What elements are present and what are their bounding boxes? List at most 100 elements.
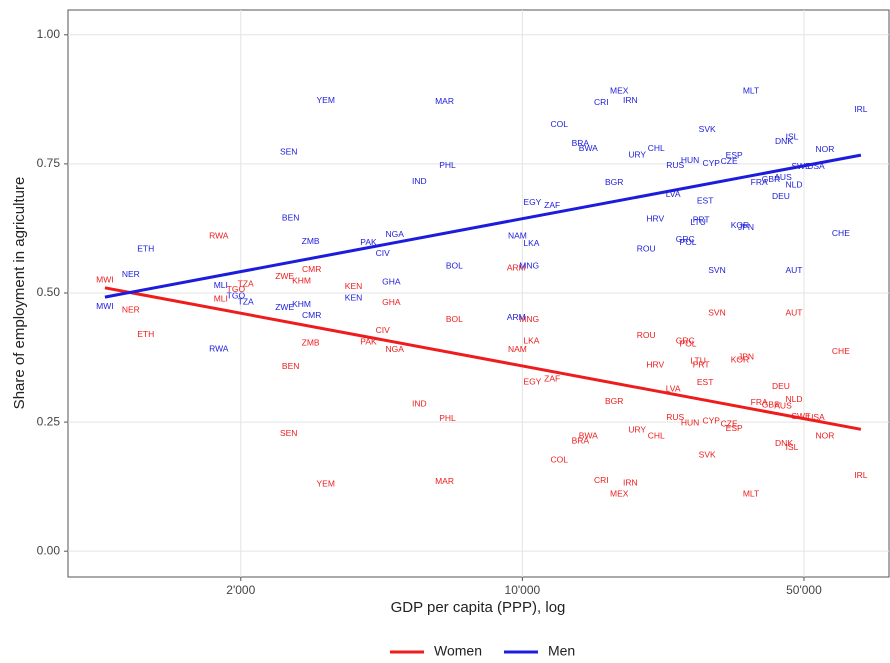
country-label: SWE: [791, 411, 811, 421]
country-label: LVA: [666, 383, 681, 393]
x-axis-label: GDP per capita (PPP), log: [391, 599, 566, 616]
country-label: KHM: [292, 299, 311, 309]
x-tick-label: 2'000: [226, 583, 255, 597]
country-label: KHM: [292, 275, 311, 285]
country-label: CYP: [702, 158, 720, 168]
country-label: NER: [122, 269, 140, 279]
country-label: LKA: [523, 238, 539, 248]
country-label: CIV: [376, 325, 391, 335]
country-label: JPN: [738, 222, 754, 232]
country-label: NOR: [815, 144, 834, 154]
country-label: CHE: [832, 228, 850, 238]
country-label: FRA: [751, 177, 768, 187]
country-label: CZE: [721, 418, 738, 428]
country-label: COL: [551, 455, 569, 465]
y-tick-label: 0.00: [37, 543, 61, 557]
x-tick-label: 10'000: [505, 583, 541, 597]
country-label: YEM: [317, 478, 335, 488]
country-label: BEN: [282, 212, 299, 222]
country-label: NOR: [815, 430, 834, 440]
country-label: COL: [551, 119, 569, 129]
country-label: SVK: [699, 449, 716, 459]
country-label: ETH: [137, 243, 154, 253]
country-label: ESP: [726, 423, 743, 433]
country-label: AUS: [774, 400, 792, 410]
y-tick-label: 0.50: [37, 285, 61, 299]
country-label: PHL: [439, 413, 456, 423]
country-label: BOL: [446, 260, 463, 270]
country-label: ARM: [507, 262, 526, 272]
country-label: MEX: [610, 85, 629, 95]
country-label: CHE: [832, 346, 850, 356]
y-tick-label: 0.75: [37, 156, 61, 170]
country-label: ISL: [786, 131, 799, 141]
country-label: ZWE: [275, 271, 294, 281]
country-label: ZAF: [544, 373, 560, 383]
country-label: KEN: [345, 281, 362, 291]
country-label: NAM: [508, 230, 527, 240]
country-label: IRN: [623, 477, 638, 487]
y-axis-label: Share of employment in agriculture: [11, 177, 28, 410]
country-label: KOR: [731, 354, 749, 364]
country-label: PRT: [693, 360, 710, 370]
country-label: POL: [680, 237, 697, 247]
country-label: BRA: [572, 435, 590, 445]
country-label: MWI: [96, 274, 113, 284]
country-label: USA: [807, 412, 825, 422]
country-label: MAR: [435, 476, 454, 486]
country-label: EST: [697, 195, 714, 205]
country-label: SEN: [280, 428, 297, 438]
country-label: GHA: [382, 276, 401, 286]
country-label: MLT: [743, 85, 759, 95]
country-label: ZMB: [302, 337, 320, 347]
country-label: NER: [122, 304, 140, 314]
country-label: ZMB: [302, 236, 320, 246]
country-label: DNK: [775, 438, 793, 448]
country-label: POL: [680, 338, 697, 348]
country-label: SVN: [708, 307, 725, 317]
country-label: MWI: [96, 301, 113, 311]
country-label: EGY: [523, 197, 541, 207]
country-label: DEU: [772, 381, 790, 391]
country-label: DEU: [772, 191, 790, 201]
country-label: MEX: [610, 489, 629, 499]
country-label: BEN: [282, 361, 299, 371]
country-label: IRN: [623, 95, 638, 105]
y-tick-label: 1.00: [37, 27, 61, 41]
country-label: CMR: [302, 310, 321, 320]
country-label: EGY: [523, 377, 541, 387]
country-label: ARM: [507, 312, 526, 322]
y-tick-label: 0.25: [37, 414, 61, 428]
country-label: GRC: [676, 335, 695, 345]
country-label: NLD: [785, 179, 802, 189]
country-label: CRI: [594, 97, 609, 107]
country-label: CZE: [721, 156, 738, 166]
country-label: NGA: [385, 229, 404, 239]
country-label: CMR: [302, 264, 321, 274]
country-label: NLD: [785, 394, 802, 404]
country-label: RUS: [666, 160, 684, 170]
legend-label: Women: [434, 643, 482, 659]
country-label: IRL: [854, 104, 868, 114]
country-label: JPN: [738, 351, 754, 361]
country-label: AUS: [774, 172, 792, 182]
trend-line: [104, 153, 862, 299]
country-label: SVK: [699, 124, 716, 134]
country-label: CHL: [648, 143, 665, 153]
country-label: ROU: [637, 243, 656, 253]
country-label: PRT: [693, 214, 710, 224]
country-label: GBR: [762, 174, 780, 184]
country-label: PAK: [360, 336, 377, 346]
country-label: CHL: [648, 430, 665, 440]
country-label: HUN: [681, 417, 699, 427]
country-label: MLI: [214, 280, 228, 290]
country-label: TGO: [227, 284, 246, 294]
country-label: SEN: [280, 146, 297, 156]
country-label: ROU: [637, 330, 656, 340]
country-label: TGO: [227, 290, 246, 300]
plot-panel: [67, 9, 890, 578]
country-label: EST: [697, 377, 714, 387]
country-label: GRC: [676, 234, 695, 244]
country-label: NAM: [508, 344, 527, 354]
